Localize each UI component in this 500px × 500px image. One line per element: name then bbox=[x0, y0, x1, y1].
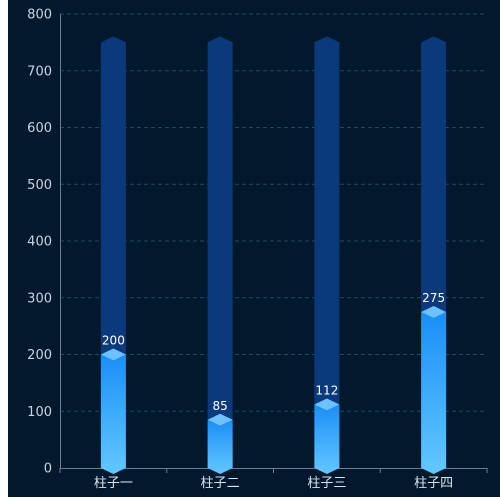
labels: 0 100 200 300 400 500 600 700 800 200 柱子一 85 柱子二 112 柱… bbox=[27, 8, 453, 492]
bar-2 bbox=[207, 419, 233, 474]
axes bbox=[59, 14, 488, 473]
y-tick-label-100: 100 bbox=[27, 405, 52, 420]
grid-lines bbox=[60, 13, 487, 412]
x-category-label-4: 柱子四 bbox=[414, 476, 453, 491]
y-tick-label-300: 300 bbox=[27, 291, 52, 306]
y-tick-label-400: 400 bbox=[27, 235, 52, 250]
x-category-label-2: 柱子二 bbox=[201, 476, 240, 491]
bar-3 bbox=[314, 404, 340, 474]
y-tick-label-500: 500 bbox=[27, 178, 52, 193]
bar-track-2 bbox=[207, 36, 233, 474]
y-tick-label-700: 700 bbox=[27, 64, 52, 79]
y-tick-label-800: 800 bbox=[27, 8, 52, 23]
value-label-3: 112 bbox=[315, 383, 338, 397]
value-label-4: 275 bbox=[422, 291, 445, 305]
bar-cap-4 bbox=[421, 305, 447, 318]
y-tick-label-600: 600 bbox=[27, 121, 52, 136]
bars bbox=[100, 36, 447, 474]
bar-cap-2 bbox=[207, 413, 233, 426]
value-label-2: 85 bbox=[212, 399, 227, 413]
x-category-label-1: 柱子一 bbox=[94, 476, 133, 491]
bar-4 bbox=[421, 311, 447, 474]
bar-cap-1 bbox=[100, 348, 126, 361]
y-tick-label-0: 0 bbox=[44, 462, 52, 477]
value-label-1: 200 bbox=[102, 334, 125, 348]
y-tick-label-200: 200 bbox=[27, 348, 52, 363]
bar-1 bbox=[100, 354, 126, 474]
chart-panel bbox=[8, 0, 500, 497]
x-category-label-3: 柱子三 bbox=[307, 476, 346, 491]
bar-cap-3 bbox=[314, 398, 340, 411]
bar-track-3 bbox=[314, 36, 340, 474]
